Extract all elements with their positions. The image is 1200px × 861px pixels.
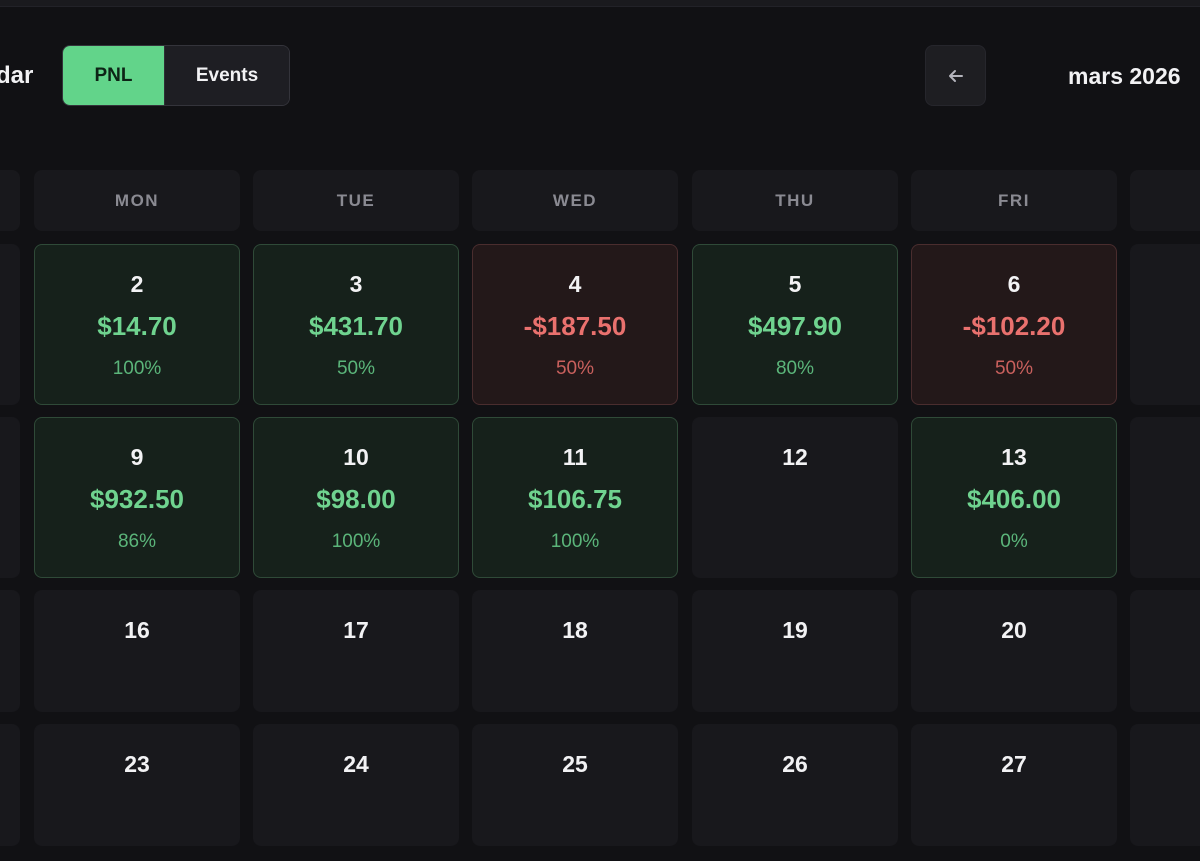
day-cell-partial-right[interactable] <box>1130 417 1200 578</box>
day-cell[interactable]: 17 <box>253 590 459 712</box>
pnl-value: $106.75 <box>528 484 622 514</box>
day-cell[interactable]: 6 -$102.20 50% <box>911 244 1117 405</box>
pnl-value: $431.70 <box>309 311 403 341</box>
win-rate: 0% <box>1000 531 1028 552</box>
day-cell[interactable]: 20 <box>911 590 1117 712</box>
day-cell[interactable]: 25 <box>472 724 678 846</box>
day-cell[interactable]: 27 <box>911 724 1117 846</box>
view-toggle: PNL Events <box>62 45 290 106</box>
day-number: 10 <box>343 444 369 470</box>
day-cell[interactable]: 4 -$187.50 50% <box>472 244 678 405</box>
events-tab[interactable]: Events <box>164 46 289 105</box>
day-number: 17 <box>343 617 369 643</box>
pnl-value: $406.00 <box>967 484 1061 514</box>
day-number: 25 <box>562 751 588 777</box>
weekday-header-mon: MON <box>34 170 240 231</box>
pnl-value: $497.90 <box>748 311 842 341</box>
pnl-value: -$102.20 <box>962 311 1066 341</box>
day-cell[interactable]: 23 <box>34 724 240 846</box>
day-number: 4 <box>568 271 582 297</box>
win-rate: 50% <box>994 358 1034 379</box>
previous-month-button[interactable] <box>925 45 986 106</box>
top-divider <box>0 0 1200 7</box>
win-rate: 86% <box>117 531 157 552</box>
day-number: 12 <box>782 444 808 470</box>
day-number: 11 <box>562 444 588 470</box>
day-cell[interactable]: 26 <box>692 724 898 846</box>
day-cell[interactable]: 2 $14.70 100% <box>34 244 240 405</box>
win-rate: 100% <box>112 358 162 379</box>
page-title: dar <box>0 62 34 89</box>
pnl-value: $14.70 <box>97 311 177 341</box>
weekday-header-fri: FRI <box>911 170 1117 231</box>
day-cell[interactable]: 24 <box>253 724 459 846</box>
day-cell-partial-left[interactable] <box>0 724 20 846</box>
day-number: 16 <box>124 617 150 643</box>
day-cell-partial-left[interactable] <box>0 244 20 405</box>
win-rate: 50% <box>555 358 595 379</box>
day-cell[interactable]: 16 <box>34 590 240 712</box>
day-number: 20 <box>1001 617 1027 643</box>
day-cell[interactable]: 3 $431.70 50% <box>253 244 459 405</box>
day-number: 26 <box>782 751 808 777</box>
win-rate: 80% <box>775 358 815 379</box>
day-cell-partial-left[interactable] <box>0 417 20 578</box>
win-rate: 100% <box>331 531 381 552</box>
day-cell-partial-right[interactable] <box>1130 244 1200 405</box>
win-rate: 50% <box>336 358 376 379</box>
pnl-value: $98.00 <box>316 484 396 514</box>
day-cell[interactable]: 13 $406.00 0% <box>911 417 1117 578</box>
day-number: 3 <box>349 271 363 297</box>
day-cell[interactable]: 18 <box>472 590 678 712</box>
pnl-value: -$187.50 <box>523 311 627 341</box>
arrow-left-icon <box>948 69 963 82</box>
weekday-header-partial-right <box>1130 170 1200 231</box>
day-cell[interactable]: 9 $932.50 86% <box>34 417 240 578</box>
day-number: 5 <box>788 271 802 297</box>
weekday-header-tue: TUE <box>253 170 459 231</box>
day-cell-partial-right[interactable] <box>1130 724 1200 846</box>
day-cell-partial-left[interactable] <box>0 590 20 712</box>
weekday-header-thu: THU <box>692 170 898 231</box>
day-number: 24 <box>343 751 369 777</box>
day-number: 23 <box>124 751 150 777</box>
day-cell[interactable]: 10 $98.00 100% <box>253 417 459 578</box>
day-number: 2 <box>130 271 144 297</box>
day-number: 13 <box>1001 444 1027 470</box>
day-number: 6 <box>1007 271 1021 297</box>
day-cell[interactable]: 12 <box>692 417 898 578</box>
weekday-header-partial-left <box>0 170 20 231</box>
win-rate: 100% <box>550 531 600 552</box>
day-cell[interactable]: 19 <box>692 590 898 712</box>
day-number: 18 <box>562 617 588 643</box>
weekday-header-wed: WED <box>472 170 678 231</box>
day-number: 27 <box>1001 751 1027 777</box>
day-cell-partial-right[interactable] <box>1130 590 1200 712</box>
day-number: 19 <box>782 617 808 643</box>
pnl-tab[interactable]: PNL <box>63 46 164 105</box>
day-cell[interactable]: 11 $106.75 100% <box>472 417 678 578</box>
day-cell[interactable]: 5 $497.90 80% <box>692 244 898 405</box>
month-label: mars 2026 <box>1068 63 1181 89</box>
pnl-value: $932.50 <box>90 484 184 514</box>
day-number: 9 <box>130 444 144 470</box>
